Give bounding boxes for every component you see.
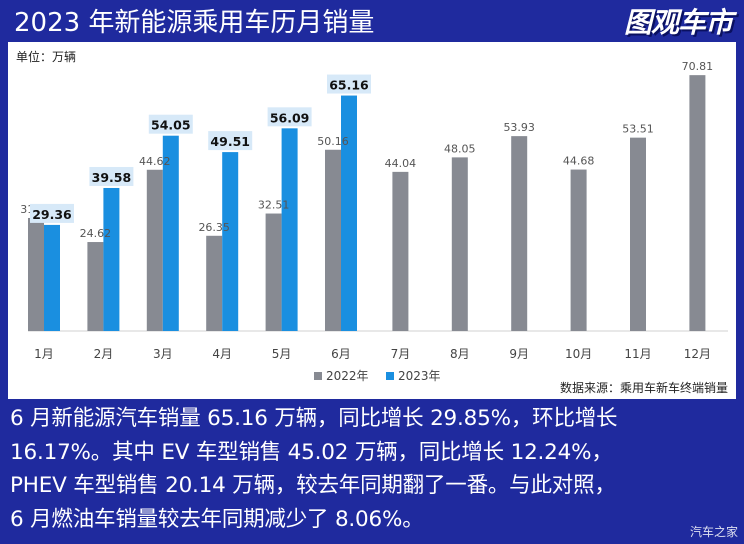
data-label-2023: 65.16	[329, 78, 369, 93]
bar-2022	[570, 169, 587, 331]
caption-line: 6 月燃油车销量较去年同期减少了 8.06%。	[10, 506, 424, 532]
caption-line: PHEV 车型销售 20.14 万辆，较去年同期翻了一番。与此对照，	[10, 473, 616, 498]
page-title: 2023 年新能源乘用车历月销量	[14, 8, 375, 38]
data-label-2022: 44.68	[563, 155, 595, 168]
x-tick-label: 8月	[450, 347, 470, 361]
x-tick-label: 1月	[34, 347, 54, 361]
data-label-2022: 70.81	[682, 60, 714, 73]
bar-2022	[325, 149, 341, 331]
data-label-2022: 32.51	[258, 199, 290, 212]
data-label-2023-box	[30, 203, 74, 223]
bar-2023	[281, 128, 298, 331]
bar-2022	[87, 242, 104, 331]
x-tick-label: 7月	[391, 347, 411, 361]
data-label-2023-box	[267, 107, 312, 127]
summary-caption: 6 月新能源汽车销量 65.16 万辆，同比增长 29.85%，环比增长 16.…	[10, 402, 738, 536]
bar-2022	[206, 235, 223, 331]
bar-2023	[44, 224, 60, 331]
unit-label: 单位：万辆	[16, 49, 76, 64]
chart-panel: 单位：万辆 31.2829.3624.6239.5844.6254.0526.3…	[8, 42, 736, 399]
data-label-2023-box	[148, 114, 193, 134]
x-tick-label: 3月	[153, 347, 173, 361]
x-tick-label: 12月	[684, 347, 711, 361]
bar-2022	[630, 137, 646, 331]
data-label-2023-box	[327, 74, 371, 94]
data-label-2023: 54.05	[151, 118, 191, 133]
legend-swatch	[386, 372, 394, 380]
data-label-2023-box	[89, 166, 134, 186]
bar-2022	[392, 171, 409, 331]
bar-2022	[28, 217, 44, 331]
data-label-2022: 26.35	[198, 221, 230, 234]
data-label-2022: 48.05	[444, 142, 476, 155]
x-tick-label: 2月	[94, 347, 114, 361]
bar-2022	[265, 213, 282, 331]
data-label-2022: 50.16	[317, 135, 349, 148]
data-label-2023: 49.51	[210, 134, 250, 149]
data-label-2023-box	[208, 131, 253, 151]
source-note: 数据来源：乘用车新车终端销量	[560, 380, 728, 395]
bar-2022	[689, 75, 706, 331]
data-label-2022: 53.93	[503, 121, 535, 134]
x-tick-label: 9月	[509, 347, 529, 361]
bar-2023	[162, 135, 179, 331]
legend-label: 2022年	[326, 369, 369, 383]
data-label-2022: 53.51	[622, 123, 654, 136]
sales-bar-chart: 单位：万辆 31.2829.3624.6239.5844.6254.0526.3…	[16, 49, 728, 395]
bar-2023	[103, 187, 120, 331]
x-tick-label: 10月	[565, 347, 592, 361]
x-tick-label: 6月	[331, 347, 351, 361]
x-tick-label: 11月	[624, 347, 651, 361]
watermark: 汽车之家	[689, 525, 738, 539]
data-label-2022: 44.62	[139, 155, 171, 168]
legend-label: 2023年	[398, 369, 441, 383]
data-label-2022: 44.04	[385, 157, 417, 170]
caption-line: 6 月新能源汽车销量 65.16 万辆，同比增长 29.85%，环比增长	[10, 406, 618, 431]
data-label-2023: 39.58	[92, 170, 132, 185]
caption-line: 16.17%。其中 EV 车型销售 45.02 万辆，同比增长 12.24%，	[10, 439, 613, 465]
data-label-2023: 56.09	[270, 110, 310, 125]
brand-logo: 图观车市	[623, 6, 733, 39]
x-tick-label: 5月	[272, 347, 292, 361]
bar-2023	[222, 152, 239, 331]
bar-2022	[146, 169, 163, 331]
data-label-2023: 29.36	[32, 207, 72, 222]
bar-2023	[341, 95, 357, 331]
bar-2022	[511, 136, 528, 331]
x-tick-label: 4月	[212, 347, 232, 361]
legend-swatch	[314, 372, 322, 380]
bar-2022	[451, 157, 468, 331]
data-label-2022: 24.62	[80, 227, 112, 240]
